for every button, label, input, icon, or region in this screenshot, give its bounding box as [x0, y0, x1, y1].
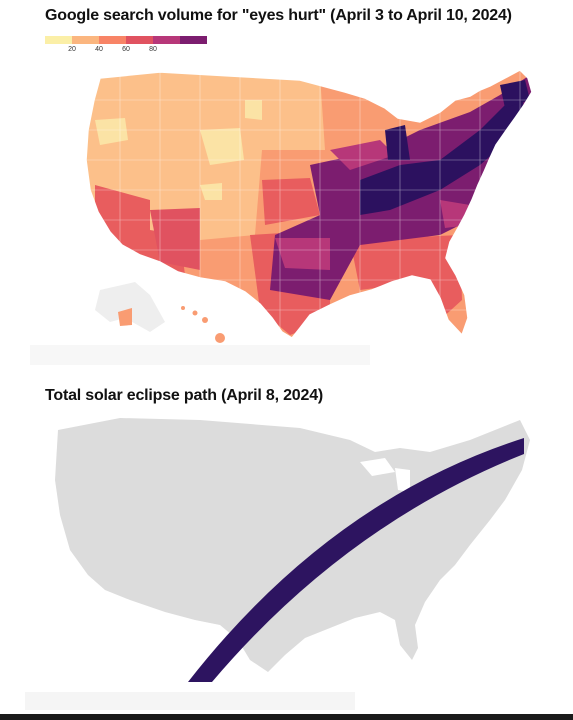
legend-swatch [99, 36, 126, 44]
color-scale-legend: 20 40 60 80 [45, 36, 207, 56]
legend-tick: 20 [68, 46, 76, 53]
hawaii-islands [181, 306, 225, 343]
alaska-county [118, 308, 132, 326]
us-land [55, 418, 530, 672]
legend-tick: 80 [149, 46, 157, 53]
great-lakes [360, 458, 395, 476]
eclipse-path-map-title: Total solar eclipse path (April 8, 2024) [45, 387, 324, 404]
legend-tick: 40 [95, 46, 103, 53]
maine-region [500, 80, 530, 108]
legend-swatch [153, 36, 180, 44]
pale-region [200, 128, 244, 165]
totality-core-region [360, 90, 525, 215]
arizona-region [150, 208, 200, 270]
eclipse-path [188, 438, 524, 682]
michigan-region [385, 125, 410, 160]
legend-swatch [45, 36, 72, 44]
legend-color-bar [45, 36, 207, 44]
faded-band [30, 345, 370, 365]
legend-swatch [180, 36, 207, 44]
oklahoma-region [275, 238, 330, 270]
legend-swatch [126, 36, 153, 44]
upper-midwest-region [330, 140, 395, 170]
pale-region [200, 183, 222, 200]
alaska-region [95, 282, 165, 332]
faded-band [25, 692, 355, 710]
us-search-volume-map [30, 69, 533, 365]
legend-swatch [72, 36, 99, 44]
pale-region [245, 100, 262, 120]
bottom-bar [0, 714, 573, 720]
search-volume-map-title: Google search volume for "eyes hurt" (Ap… [45, 7, 512, 24]
legend-tick: 60 [122, 46, 130, 53]
great-lakes [395, 468, 410, 492]
